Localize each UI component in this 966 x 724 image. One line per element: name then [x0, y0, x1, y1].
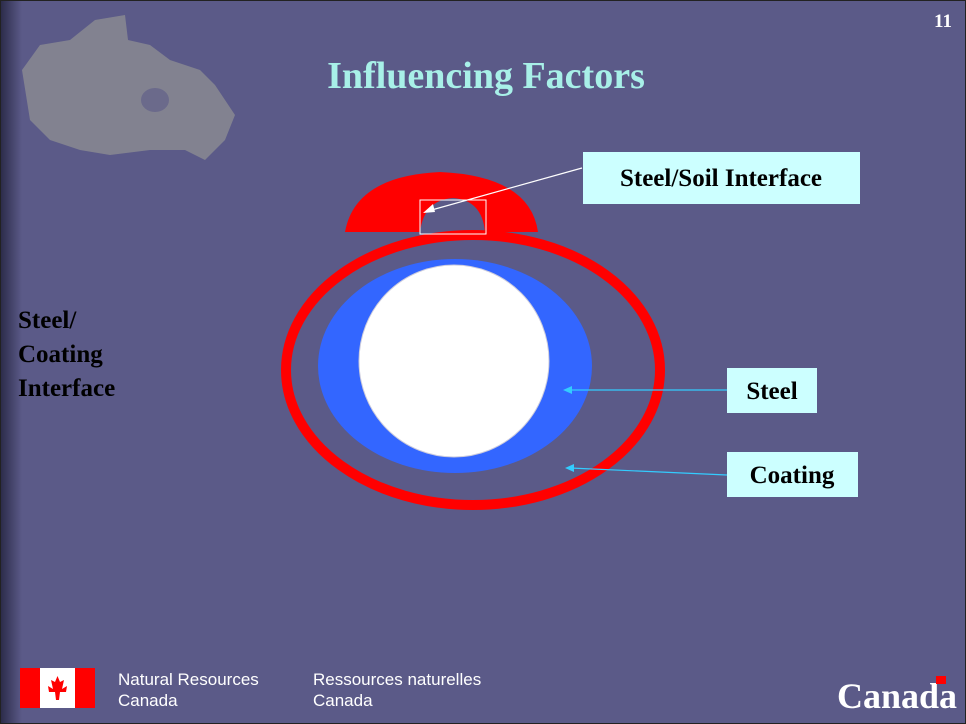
map-bay [141, 88, 169, 112]
flag-bar [75, 668, 95, 708]
wordmark-flag [936, 676, 946, 684]
page: {"slide_number": "11", "title": "Influen… [0, 0, 966, 724]
callout-label: Steel/Soil Interface [620, 165, 822, 192]
slide-number: 11 [934, 11, 952, 32]
callout-label: Coating [750, 462, 835, 489]
footer-text: Canada [313, 691, 373, 710]
side-label: Coating [18, 341, 103, 368]
footer-text: Canada [118, 691, 178, 710]
flag-bar [20, 668, 40, 708]
pipe-bore [359, 265, 549, 457]
side-label: Steel/ [18, 307, 77, 334]
footer-text: Natural Resources [118, 670, 259, 689]
slide: 11 Influencing Factors Steel/Soil Interf… [0, 0, 966, 724]
footer-text: Ressources naturelles [313, 670, 481, 689]
title: Influencing Factors [327, 55, 645, 97]
side-label: Interface [18, 375, 115, 402]
callout-label: Steel [746, 378, 797, 405]
